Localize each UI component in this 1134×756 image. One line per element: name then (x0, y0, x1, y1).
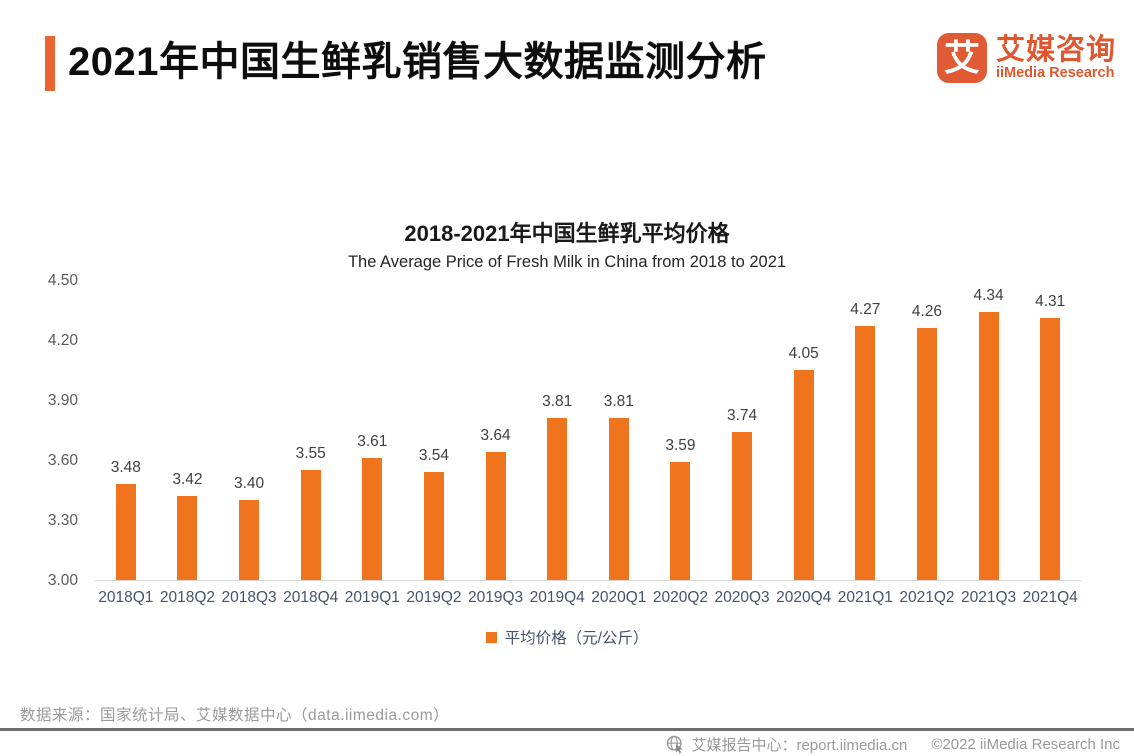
y-axis: 4.50 4.20 3.90 3.60 3.30 3.00 (0, 272, 78, 589)
bar-slot: 3.61 2019Q1 (342, 281, 404, 606)
bar-slot: 3.40 2018Q3 (218, 281, 280, 606)
x-axis-label: 2020Q3 (714, 589, 770, 606)
x-axis-label: 2018Q3 (221, 589, 277, 606)
bar-value-label: 4.34 (973, 287, 1004, 304)
x-axis-label: 2021Q4 (1022, 589, 1078, 606)
bar (732, 432, 753, 580)
data-source-note: 数据来源：国家统计局、艾媒数据中心（data.iimedia.com） (20, 707, 450, 724)
bar-value-label: 3.59 (665, 437, 696, 454)
bar-slot: 3.74 2020Q3 (711, 281, 773, 606)
legend-swatch-icon (485, 631, 497, 643)
bar-value-label: 4.27 (850, 301, 881, 318)
bar (177, 496, 198, 580)
bar-value-label: 3.40 (233, 475, 265, 492)
bar-slot: 3.48 2018Q1 (95, 281, 157, 606)
bar-value-label: 3.74 (726, 407, 758, 424)
bar (1040, 318, 1061, 580)
x-axis-label: 2019Q2 (406, 589, 462, 606)
bar-value-label: 3.81 (542, 393, 573, 410)
x-axis-label: 2021Q3 (960, 589, 1017, 606)
x-axis-label: 2019Q4 (529, 589, 585, 606)
bar (547, 418, 568, 580)
legend-label: 平均价格（元/公斤） (504, 630, 649, 647)
x-axis-label: 2020Q1 (591, 589, 647, 606)
y-tick-label: 3.30 (47, 512, 78, 529)
report-center-text: 艾媒报告中心：report.iimedia.cn (691, 737, 908, 754)
bar (916, 328, 937, 580)
bar (978, 312, 999, 580)
bar-value-label: 4.26 (911, 303, 943, 320)
y-tick-label: 4.20 (47, 332, 78, 349)
copyright-text: ©2022 iiMedia Research Inc (931, 736, 1120, 753)
bar-slot: 3.59 2020Q2 (650, 281, 712, 606)
x-axis-label: 2021Q2 (899, 589, 955, 606)
x-axis-label: 2018Q2 (159, 589, 216, 606)
bar-value-label: 3.55 (295, 445, 326, 462)
bar (855, 326, 876, 580)
bar (485, 452, 506, 580)
bar (300, 470, 321, 580)
footer-divider (0, 728, 1134, 731)
bar-value-label: 3.54 (418, 447, 450, 464)
page-title: 2021年中国生鲜乳销售大数据监测分析 (68, 40, 767, 84)
bar-value-label: 3.48 (110, 459, 141, 476)
x-axis-label: 2018Q4 (283, 589, 339, 606)
bar-slot: 3.64 2019Q3 (465, 281, 527, 606)
logo-text: 艾媒咨询 iiMedia Research (996, 35, 1116, 81)
x-axis-label: 2018Q1 (98, 589, 154, 606)
chart-subtitle: The Average Price of Fresh Milk in China… (347, 253, 787, 271)
title-accent-bar (45, 36, 55, 91)
y-tick-label: 3.60 (47, 452, 78, 469)
logo-name-cn: 艾媒咨询 (995, 34, 1116, 66)
bar-value-label: 3.42 (172, 471, 203, 488)
bar-slot: 3.55 2018Q4 (280, 281, 342, 606)
y-tick-label: 3.90 (47, 392, 78, 409)
bar (423, 472, 444, 580)
bar (608, 418, 629, 580)
bar (362, 458, 383, 580)
footer-bar: 艾媒报告中心：report.iimedia.cn ©2022 iiMedia R… (0, 733, 1134, 756)
x-axis-label: 2021Q1 (837, 589, 893, 606)
x-axis-label: 2019Q3 (467, 589, 524, 606)
logo-mark-glyph: 艾 (943, 37, 980, 78)
bar-slot: 4.26 2021Q2 (896, 281, 958, 606)
x-axis-label: 2020Q2 (652, 589, 709, 606)
bar-value-label: 3.81 (603, 393, 634, 410)
bar-value-label: 3.64 (480, 427, 511, 444)
bar (239, 500, 260, 580)
x-axis-label: 2019Q1 (344, 589, 400, 606)
x-axis-label: 2020Q4 (776, 589, 832, 606)
bar-value-label: 4.31 (1035, 293, 1066, 310)
globe-cursor-icon (667, 735, 684, 754)
bar-slot: 4.31 2021Q4 (1019, 281, 1081, 606)
bar-slot: 4.05 2020Q4 (773, 281, 835, 606)
bar-slot: 4.27 2021Q1 (835, 281, 897, 606)
iimedia-logo-icon: 艾 (936, 33, 987, 83)
bar (793, 370, 814, 580)
chart-title: 2018-2021年中国生鲜乳平均价格 (404, 221, 730, 246)
iimedia-logo: 艾 艾媒咨询 iiMedia Research (936, 33, 1116, 83)
y-tick-label: 4.50 (47, 272, 78, 289)
logo-name-en: iiMedia Research (995, 65, 1115, 81)
bar-value-label: 4.05 (788, 345, 819, 362)
bar-slot: 4.34 2021Q3 (958, 281, 1020, 606)
plot-area: 3.48 2018Q1 3.42 2018Q2 3.40 2018Q3 3.55 2018Q4… (95, 281, 1081, 606)
bar-slot: 3.81 2019Q4 (526, 281, 588, 606)
bar-slot: 3.42 2018Q2 (157, 281, 219, 606)
bar-slot: 3.54 2019Q2 (403, 281, 465, 606)
bar (115, 484, 136, 580)
bar-value-label: 3.61 (357, 433, 388, 450)
bar-slot: 3.81 2020Q1 (588, 281, 650, 606)
y-tick-label: 3.00 (47, 572, 78, 589)
bar (670, 462, 691, 580)
chart-legend: 平均价格（元/公斤） (0, 626, 1134, 648)
